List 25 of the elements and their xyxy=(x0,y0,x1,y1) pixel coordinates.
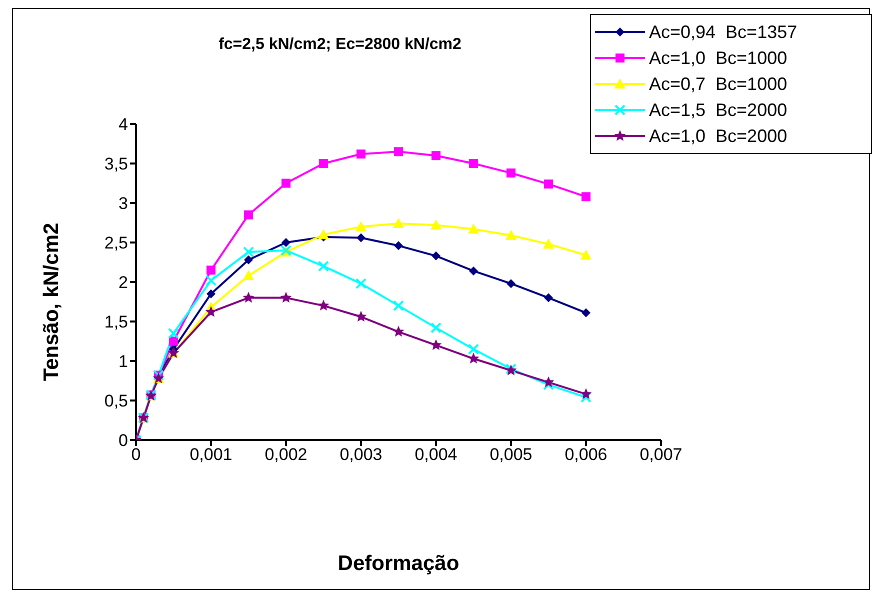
x-tick-label: 0,005 xyxy=(490,445,532,464)
y-tick-label: 3 xyxy=(118,194,128,214)
y-tick-label: 1 xyxy=(118,352,128,372)
y-tick-label: 2 xyxy=(118,273,128,292)
x-tick-label: 0,007 xyxy=(640,445,682,464)
legend-label: Ac=1,5 Bc=2000 xyxy=(649,99,788,122)
y-tick-label: 3,5 xyxy=(104,154,128,174)
legend-label: Ac=0,94 Bc=1357 xyxy=(649,21,798,44)
x-tick-label: 0,004 xyxy=(414,445,458,464)
x-axis-title: Deformação xyxy=(336,552,460,576)
x-tick-label: 0,006 xyxy=(564,445,608,464)
y-tick-label: 2,5 xyxy=(104,234,128,253)
y-tick-label: 0 xyxy=(118,431,128,450)
x-tick-label: 0 xyxy=(131,445,141,464)
x-tick-label: 0,001 xyxy=(190,445,232,464)
chart-title: fc=2,5 kN/cm2; Ec=2800 kN/cm2 xyxy=(218,36,462,54)
legend-label: Ac=0,7 Bc=1000 xyxy=(649,73,788,96)
legend-label: Ac=1,0 Bc=2000 xyxy=(649,125,788,148)
y-tick-label: 0,5 xyxy=(104,392,128,411)
legend-label: Ac=1,0 Bc=1000 xyxy=(649,47,788,70)
x-tick-label: 0,002 xyxy=(264,445,308,464)
x-tick-label: 0,003 xyxy=(340,445,382,464)
y-tick-label: 1,5 xyxy=(104,312,128,332)
y-axis-title: Tensão, kN/cm2 xyxy=(40,222,64,382)
y-tick-label: 4 xyxy=(118,115,128,134)
